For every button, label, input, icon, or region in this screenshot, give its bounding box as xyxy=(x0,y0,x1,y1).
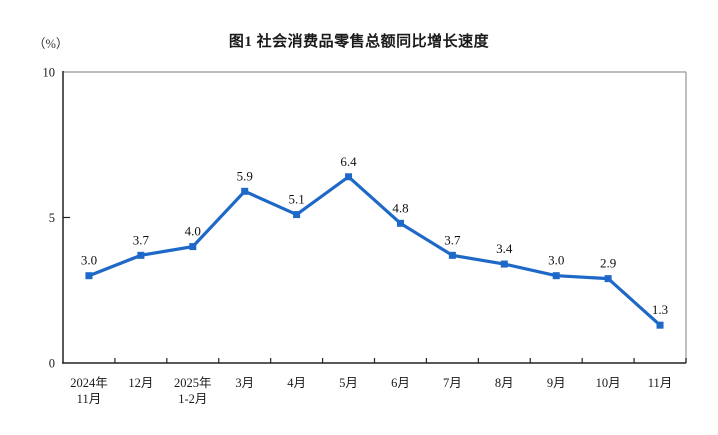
data-point-marker xyxy=(189,243,197,251)
data-point-marker xyxy=(500,260,508,268)
y-tick-label: 0 xyxy=(49,357,55,371)
data-line xyxy=(88,174,662,327)
data-point-marker xyxy=(448,251,456,259)
data-point-label: 6.4 xyxy=(340,154,357,169)
data-point-marker xyxy=(241,187,249,195)
x-tick-label: 2024年 xyxy=(70,376,108,390)
data-point-marker xyxy=(604,275,612,283)
y-tick-label: 5 xyxy=(49,211,55,225)
data-point-label: 1.3 xyxy=(652,302,668,317)
x-tick-label: 2025年 xyxy=(174,376,212,390)
x-tick-label: 11月 xyxy=(77,392,102,406)
data-point-label: 3.0 xyxy=(548,253,564,268)
data-point-label: 5.1 xyxy=(289,192,305,207)
data-point-label: 3.0 xyxy=(81,253,97,268)
data-point-label: 3.7 xyxy=(444,232,461,247)
x-tick-label: 7月 xyxy=(443,376,462,390)
x-tick-label: 8月 xyxy=(495,376,514,390)
data-point-marker xyxy=(137,251,145,259)
x-tick-label: 11月 xyxy=(648,376,673,390)
x-tick-label: 10月 xyxy=(596,376,621,390)
data-point-marker xyxy=(293,211,301,219)
x-tick-label: 3月 xyxy=(235,376,254,390)
x-tick-label: 6月 xyxy=(391,376,410,390)
data-point-label: 4.8 xyxy=(392,200,408,215)
chart-title: 图1 社会消费品零售总额同比增长速度 xyxy=(228,34,490,50)
data-point-label: 5.9 xyxy=(237,168,253,183)
x-tick-label: 5月 xyxy=(339,376,358,390)
data-point-marker xyxy=(85,272,93,280)
x-tick-label: 9月 xyxy=(547,376,566,390)
data-point-marker xyxy=(552,272,560,280)
y-axis-unit-label: （%） xyxy=(33,37,69,51)
x-tick-label: 1-2月 xyxy=(178,392,207,406)
data-point-marker xyxy=(396,219,404,227)
data-point-marker xyxy=(656,321,664,329)
x-tick-label: 4月 xyxy=(287,376,306,390)
data-point-label: 4.0 xyxy=(185,224,201,239)
y-tick-label: 10 xyxy=(43,66,56,80)
x-tick-label: 12月 xyxy=(128,376,153,390)
data-point-label: 3.7 xyxy=(133,232,150,247)
data-point-marker xyxy=(345,173,353,181)
data-point-label: 3.4 xyxy=(496,241,513,256)
data-point-label: 2.9 xyxy=(600,256,616,271)
